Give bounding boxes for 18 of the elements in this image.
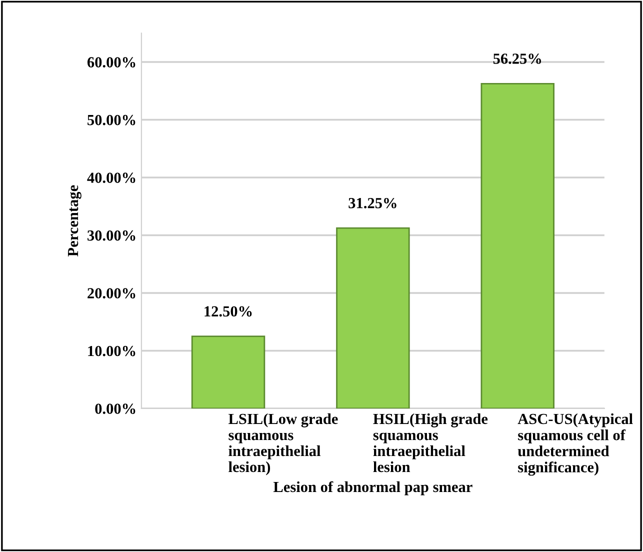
y-axis-title: Percentage bbox=[68, 185, 82, 256]
data-label: 12.50% bbox=[204, 306, 252, 317]
x-tick-label: LSIL(Low grade squamous intraepithelial lesion) bbox=[228, 413, 338, 476]
y-tick-label: 20.00% bbox=[88, 288, 136, 299]
y-tick-label: 10.00% bbox=[88, 346, 136, 356]
bar bbox=[191, 336, 266, 408]
y-tick-label: 30.00% bbox=[88, 230, 136, 241]
y-tick-label: 50.00% bbox=[88, 114, 136, 126]
bar bbox=[480, 82, 554, 408]
y-tick-label: 60.00% bbox=[87, 57, 136, 68]
x-tick-label: HSIL(High grade squamous intraepithelial lesion bbox=[373, 413, 488, 472]
x-axis-title: Lesion of abnormal pap smear bbox=[273, 481, 472, 496]
x-tick-label: ASC-US(Atypical squamous cell of undetermined significance) bbox=[518, 413, 633, 476]
data-label: 56.25% bbox=[493, 54, 542, 64]
bar bbox=[336, 227, 410, 408]
data-label: 31.25% bbox=[348, 198, 396, 208]
y-tick-label: 0.00% bbox=[95, 404, 136, 414]
y-tick-label: 40.00% bbox=[87, 172, 136, 184]
